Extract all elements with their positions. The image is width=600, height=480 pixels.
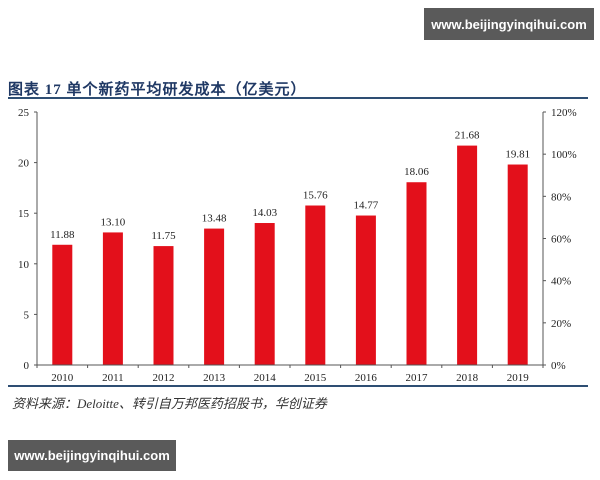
y2-tick-label: 80% [551,191,571,203]
x-tick-label: 2013 [203,372,226,384]
x-tick-label: 2014 [254,372,277,384]
y-tick-label: 0 [24,360,30,372]
x-tick-label: 2016 [355,372,378,384]
bars: 11.88 13.10 11.75 13.48 14.03 15.76 14.77 18.06… [50,130,530,365]
x-tick-label: 2012 [153,372,175,384]
y-tick-label: 20 [18,158,30,170]
title-divider [8,97,588,99]
y2-tick-label: 40% [551,276,571,288]
watermark-top: www.beijingyinqihui.com [424,8,594,40]
y-tick-label: 5 [24,309,30,321]
watermark-bottom: www.beijingyinqihui.com [8,440,176,471]
y2-tick-label: 0% [551,360,566,372]
bar [406,182,427,365]
x-tick-label: 2010 [51,372,74,384]
bar-value-label: 14.77 [354,200,379,212]
x-tick-label: 2017 [406,372,429,384]
bar [153,246,174,365]
bar-value-label: 13.10 [101,216,126,228]
bar [102,232,123,365]
bar [507,164,528,365]
bar [355,215,376,365]
bar-value-label: 11.88 [50,229,75,241]
bar [305,205,326,365]
right-y-axis: 0% 20% 40% 60% 80% 100% 120% [542,107,577,372]
y-tick-label: 10 [18,259,30,271]
x-tick-label: 2019 [507,372,530,384]
y2-tick-label: 100% [551,149,577,161]
bar-value-label: 21.68 [455,130,480,142]
bar [204,228,225,365]
bar-value-label: 14.03 [252,207,277,219]
y2-tick-label: 20% [551,318,571,330]
y2-tick-label: 60% [551,234,571,246]
y-tick-label: 15 [18,208,30,220]
bar-value-label: 13.48 [202,213,227,225]
bar-value-label: 19.81 [505,149,530,161]
x-tick-label: 2011 [102,372,124,384]
left-y-axis: 0 5 10 15 20 25 [18,107,38,372]
bar [52,244,73,365]
y-tick-label: 25 [18,107,30,119]
footer-divider [8,385,588,387]
y2-tick-label: 120% [551,107,577,119]
source-note: 资料来源：Deloitte、转引自万邦医药招股书，华创证券 [12,396,327,411]
bar [254,223,275,365]
bar-value-label: 18.06 [404,166,429,178]
bar-value-label: 11.75 [151,230,176,242]
chart-title: 图表 17 单个新药平均研发成本（亿美元） [8,82,307,98]
bar [457,145,478,365]
x-axis: 2010 2011 2012 2013 2014 2015 2016 2017 2018 2019 [36,364,544,384]
x-tick-label: 2015 [304,372,327,384]
x-tick-label: 2018 [456,372,479,384]
bar-value-label: 15.76 [303,190,328,202]
